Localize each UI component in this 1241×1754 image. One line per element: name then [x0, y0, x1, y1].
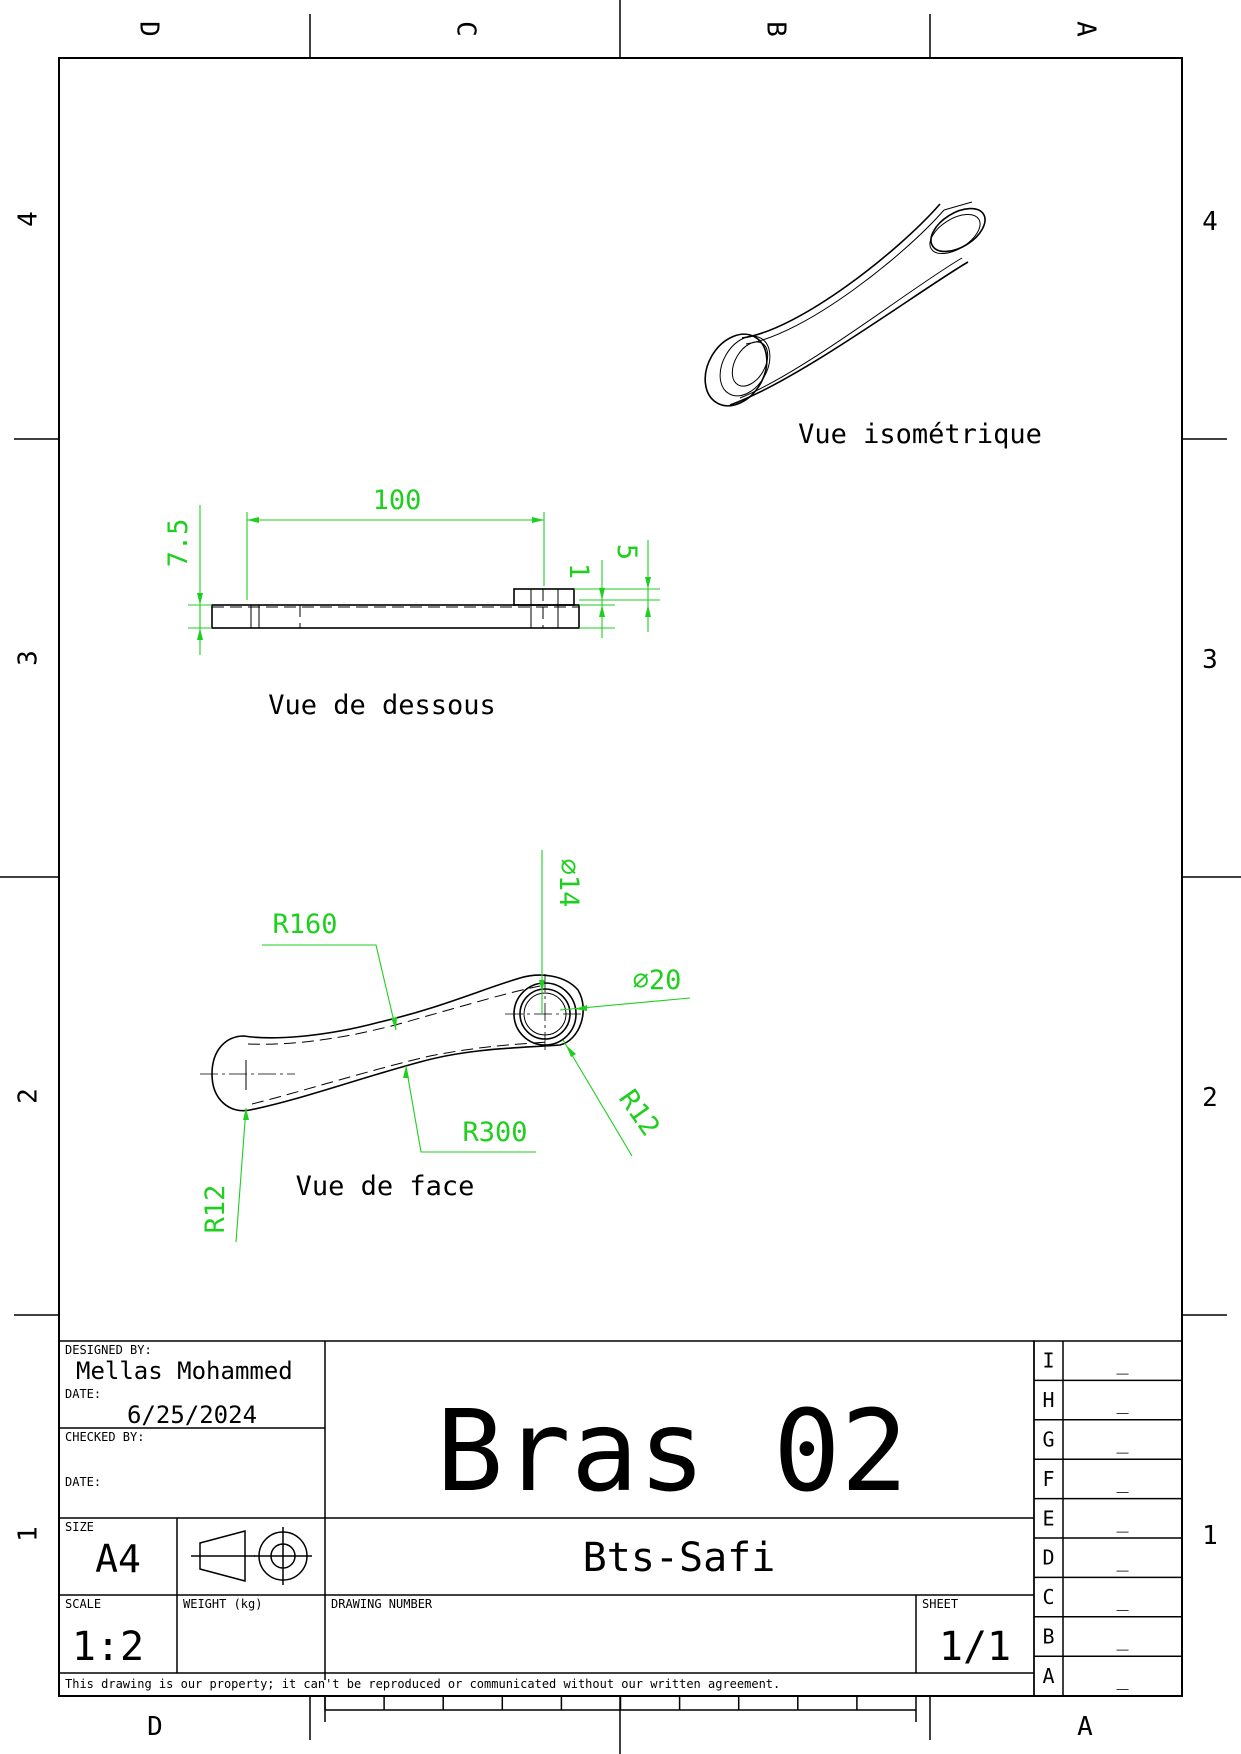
- revision-letter: I: [1042, 1349, 1054, 1373]
- revision-letter: G: [1042, 1428, 1054, 1452]
- row-label-left-3: 3: [14, 650, 44, 666]
- dim-phi14: ⌀14: [553, 859, 584, 908]
- dim-7-5: 7.5: [163, 519, 194, 568]
- scale-value: 1:2: [72, 1624, 144, 1670]
- bottom-view-label: Vue de dessous: [268, 690, 496, 721]
- date-label: DATE:: [65, 1387, 101, 1401]
- revision-value: _: [1116, 1666, 1129, 1690]
- dim-r12-left: R12: [200, 1185, 231, 1234]
- revision-value: _: [1116, 1587, 1129, 1611]
- projection-symbol-icon: [191, 1527, 312, 1585]
- revision-letter: H: [1042, 1388, 1054, 1412]
- bottom-view: [211, 588, 580, 629]
- row-label-right-1: 1: [1202, 1521, 1218, 1551]
- revision-letter: A: [1042, 1664, 1054, 1688]
- isometric-view-label: Vue isométrique: [798, 419, 1042, 450]
- revision-value: _: [1116, 1627, 1129, 1651]
- revision-value: _: [1116, 1469, 1129, 1493]
- row-label-right-2: 2: [1202, 1083, 1218, 1113]
- revision-letter: F: [1042, 1467, 1054, 1491]
- row-label-right-4: 4: [1202, 207, 1218, 237]
- date2-label: DATE:: [65, 1475, 101, 1489]
- isometric-view: [704, 201, 986, 407]
- front-view-label: Vue de face: [296, 1171, 475, 1202]
- title-block: [58, 1340, 1183, 1697]
- row-label-right-3: 3: [1202, 645, 1218, 675]
- row-label-left-2: 2: [14, 1088, 44, 1104]
- col-label-top-a: A: [1071, 21, 1101, 37]
- scale-ruler: [324, 1696, 917, 1722]
- dim-5: 5: [611, 544, 642, 560]
- revision-list: I _ H _ G _ F _ E _ D _ C _ B _ A _: [1034, 1349, 1182, 1690]
- revision-letter: E: [1042, 1506, 1054, 1530]
- revision-letter: B: [1042, 1625, 1054, 1649]
- drawing-number-label: DRAWING NUMBER: [331, 1597, 433, 1611]
- dim-r300: R300: [462, 1117, 527, 1148]
- revision-value: _: [1116, 1430, 1129, 1454]
- scale-label: SCALE: [65, 1597, 101, 1611]
- disclaimer: This drawing is our property; it can't b…: [65, 1677, 780, 1691]
- dim-r160: R160: [272, 909, 337, 940]
- row-label-left-4: 4: [14, 211, 44, 227]
- sheet-label: SHEET: [922, 1597, 958, 1611]
- row-label-left-1: 1: [14, 1526, 44, 1542]
- dim-phi20: ⌀20: [633, 965, 682, 996]
- size-label: SIZE: [65, 1520, 94, 1534]
- revision-value: _: [1116, 1351, 1129, 1375]
- col-label-top-c: C: [451, 21, 481, 37]
- designed-by-label: DESIGNED BY:: [65, 1343, 152, 1357]
- front-view: [200, 974, 585, 1112]
- dim-1: 1: [563, 563, 594, 579]
- revision-value: _: [1116, 1390, 1129, 1414]
- revision-value: _: [1116, 1548, 1129, 1572]
- drawing-title: Bras 02: [436, 1387, 908, 1517]
- dim-100: 100: [373, 485, 422, 516]
- col-label-top-b: B: [761, 21, 791, 37]
- col-label-bottom-d: D: [147, 1712, 163, 1742]
- sheet-value: 1/1: [939, 1624, 1011, 1670]
- front-view-dimensions: [235, 850, 691, 1243]
- revision-letter: C: [1042, 1585, 1054, 1609]
- designed-by-value: Mellas Mohammed: [76, 1357, 293, 1385]
- size-value: A4: [95, 1537, 141, 1581]
- drawing-subtitle: Bts-Safi: [583, 1535, 776, 1581]
- col-label-bottom-a: A: [1077, 1712, 1093, 1742]
- revision-value: _: [1116, 1508, 1129, 1532]
- col-label-top-d: D: [134, 21, 164, 37]
- revision-letter: D: [1042, 1546, 1054, 1570]
- dim-r12-right: R12: [612, 1084, 665, 1142]
- weight-label: WEIGHT (kg): [183, 1597, 262, 1611]
- date-value: 6/25/2024: [127, 1401, 257, 1429]
- bottom-view-dimensions: [188, 505, 660, 655]
- checked-by-label: CHECKED BY:: [65, 1430, 144, 1444]
